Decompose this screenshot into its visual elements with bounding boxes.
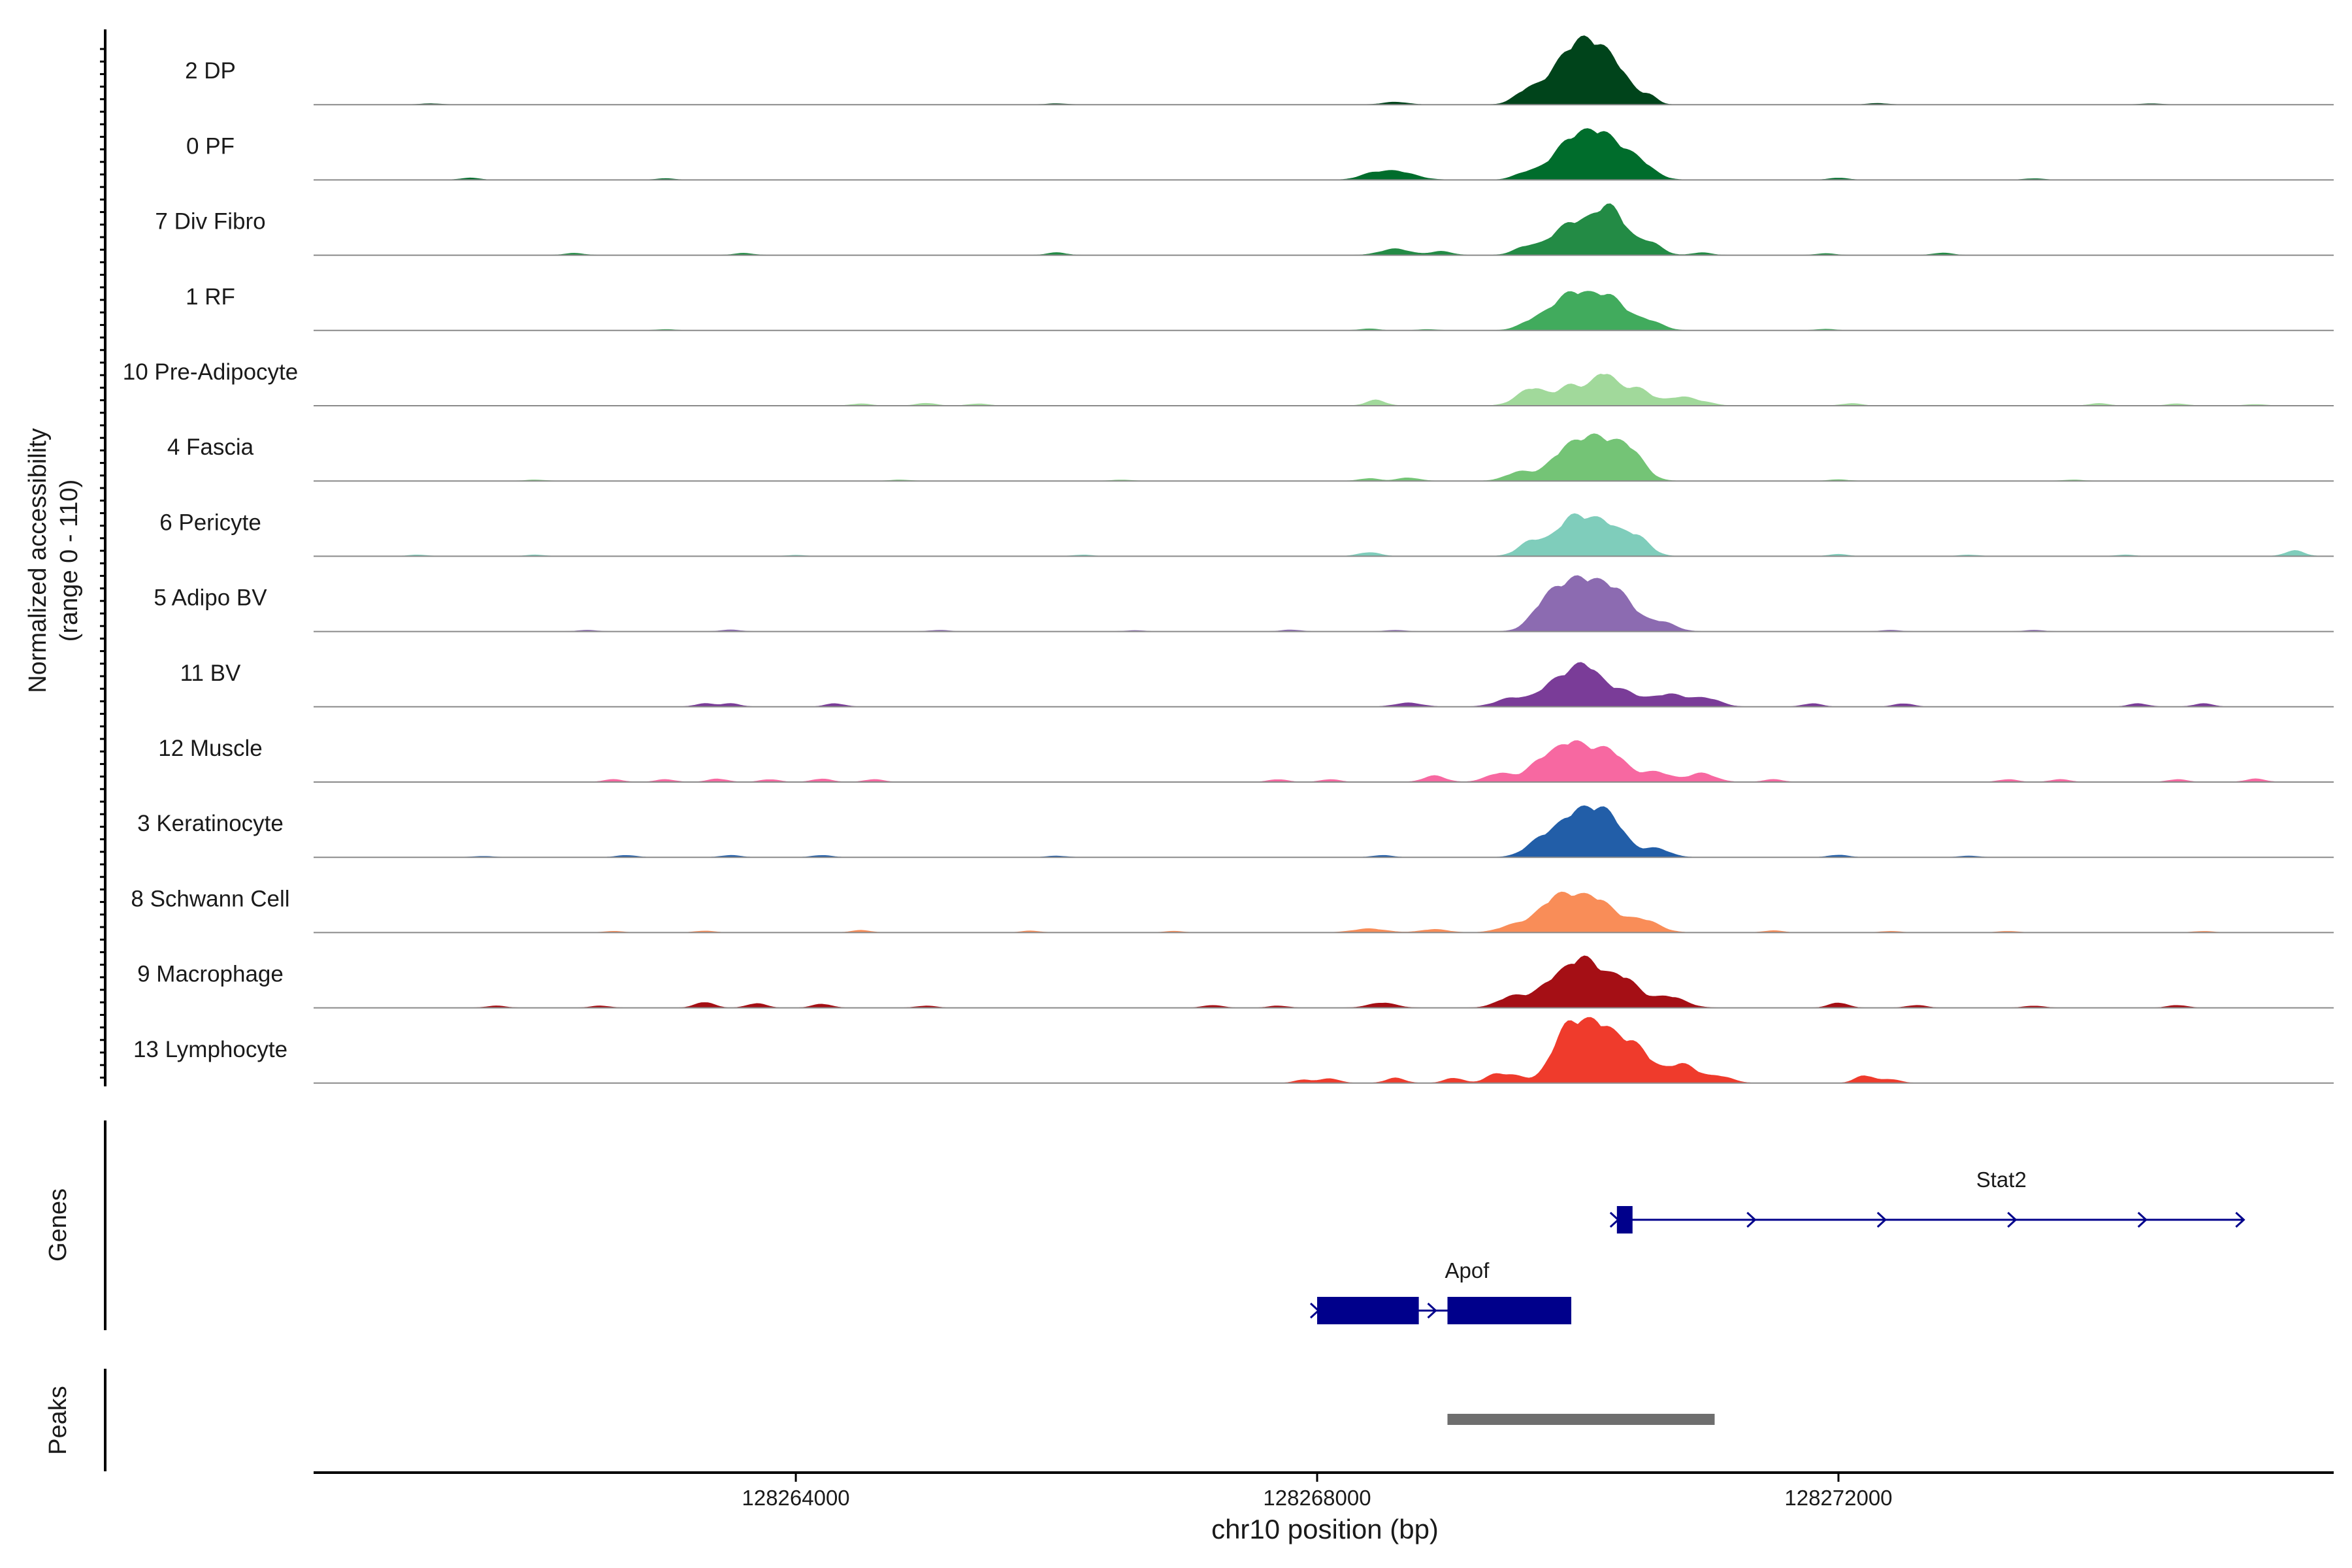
track-area (314, 373, 2334, 406)
track-label: 12 Muscle (158, 736, 263, 761)
track-area (314, 1017, 2334, 1084)
gene-model: Stat2 (1609, 1168, 2246, 1233)
track: 12 Muscle (158, 736, 2334, 783)
gene-label: Apof (1445, 1258, 1490, 1282)
track: 7 Div Fibro (155, 203, 2334, 256)
track-label: 8 Schwann Cell (131, 886, 289, 911)
track-area (314, 662, 2334, 708)
track-area (314, 128, 2334, 180)
gene-label: Stat2 (1976, 1168, 2027, 1192)
track-area (314, 805, 2334, 858)
track: 3 Keratinocyte (137, 805, 2334, 858)
track-area (314, 740, 2334, 783)
track-area (314, 433, 2334, 482)
track-label: 2 DP (185, 58, 236, 84)
peak-region-bar (1447, 1414, 1715, 1425)
track-label: 4 Fascia (167, 434, 254, 460)
track: 8 Schwann Cell (131, 886, 2334, 934)
x-tick-label: 128272000 (1784, 1486, 1892, 1510)
strand-arrow-icon (1427, 1302, 1437, 1319)
track-area (314, 955, 2334, 1009)
track-area (314, 575, 2334, 632)
track-area (314, 291, 2334, 331)
track: 5 Adipo BV (154, 575, 2334, 632)
genes-panel-label: Genes (44, 1188, 72, 1262)
coverage-tracks: 2 DP 0 PF 7 Div Fibro 1 RF 10 Pre-Adipocyte 4… (123, 35, 2334, 1084)
track: 0 PF (186, 128, 2334, 181)
track: 10 Pre-Adipocyte (123, 359, 2334, 406)
x-tick-label: 128268000 (1263, 1486, 1371, 1510)
track-area (314, 35, 2334, 105)
y-axis-label-line1: Normalized accessibility (24, 428, 52, 693)
strand-arrow-icon (2137, 1211, 2148, 1228)
peaks-panel (104, 1369, 1715, 1471)
gene-model: Apof (1310, 1258, 1572, 1324)
track: 1 RF (186, 284, 2334, 331)
track-label: 0 PF (186, 133, 235, 159)
strand-arrow-icon (2007, 1211, 2017, 1228)
x-axis: 128264000 128268000 128272000 (314, 1471, 2334, 1510)
track: 9 Macrophage (137, 955, 2334, 1009)
strand-arrow-icon (1876, 1211, 1887, 1228)
track-label: 11 BV (180, 661, 241, 686)
track-area (314, 513, 2334, 557)
track-area (314, 203, 2334, 256)
gene-exon (1616, 1206, 1633, 1233)
track-label: 6 Pericyte (159, 510, 261, 535)
x-axis-label: chr10 position (bp) (1211, 1514, 1439, 1544)
track: 2 DP (185, 35, 2334, 106)
track-label: 3 Keratinocyte (137, 811, 284, 836)
peaks-panel-label: Peaks (44, 1386, 72, 1455)
track-label: 9 Macrophage (137, 962, 284, 987)
track-area (314, 891, 2334, 933)
track: 4 Fascia (167, 433, 2334, 482)
strand-arrow-icon (2235, 1211, 2246, 1228)
track: 11 BV (180, 661, 2334, 708)
track-label: 10 Pre-Adipocyte (123, 359, 298, 385)
y-axis (100, 29, 106, 1086)
track-label: 1 RF (186, 284, 235, 310)
gene-annotation-panel: Stat2 Apof (104, 1120, 2246, 1330)
track-label: 13 Lymphocyte (133, 1037, 287, 1062)
track: 6 Pericyte (159, 510, 2334, 557)
x-tick-label: 128264000 (742, 1486, 849, 1510)
gene-exon (1447, 1297, 1572, 1324)
track-label: 5 Adipo BV (154, 585, 267, 611)
y-axis-label-line2: (range 0 - 110) (56, 480, 83, 642)
gene-exon (1317, 1297, 1419, 1324)
strand-arrow-icon (1746, 1211, 1757, 1228)
track-label: 7 Div Fibro (155, 209, 265, 235)
track: 13 Lymphocyte (133, 1017, 2334, 1084)
